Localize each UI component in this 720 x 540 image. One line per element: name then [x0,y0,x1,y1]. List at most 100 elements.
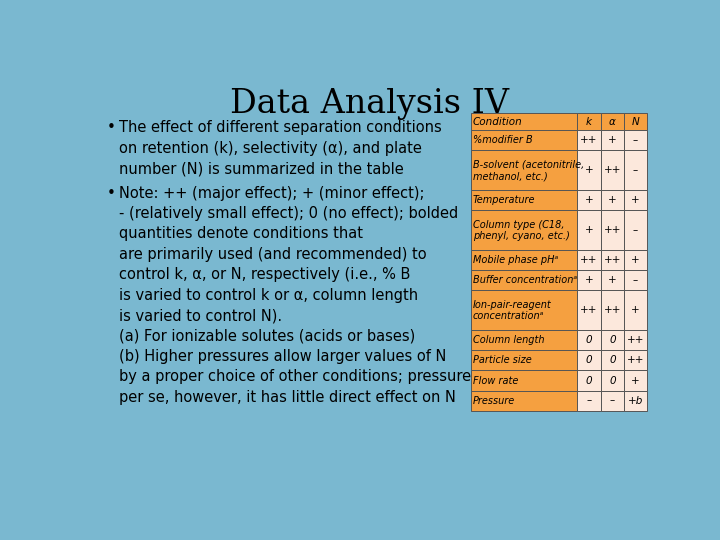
Bar [577,291,600,330]
Text: N: N [631,117,639,127]
Text: k: k [586,117,592,127]
Text: ++: ++ [580,135,598,145]
Bar [577,390,600,410]
Text: +: + [631,195,640,205]
Text: –: – [610,395,615,406]
Bar [624,113,647,130]
Text: –: – [633,275,638,286]
Text: +: + [585,275,593,286]
Bar [471,190,577,211]
Text: +: + [608,275,617,286]
Bar [624,251,647,271]
Text: Mobile phase pHᵃ: Mobile phase pHᵃ [473,255,558,265]
Text: 0: 0 [609,375,616,386]
Text: α: α [609,117,616,127]
Bar [600,330,624,350]
Bar [600,370,624,390]
Text: The effect of different separation conditions
on retention (k), selectivity (α),: The effect of different separation condi… [120,120,442,176]
Text: +: + [585,225,593,235]
Bar [471,330,577,350]
Bar [577,370,600,390]
Text: Ion-pair-reagent
concentrationᵃ: Ion-pair-reagent concentrationᵃ [473,300,552,321]
Text: +: + [585,195,593,205]
Text: Note: ++ (major effect); + (minor effect);
- (relatively small effect); 0 (no ef: Note: ++ (major effect); + (minor effect… [120,186,472,404]
Bar [600,251,624,271]
Text: +: + [631,375,640,386]
Text: +: + [631,255,640,265]
Bar [600,113,624,130]
Bar [624,210,647,251]
Text: ++: ++ [603,225,621,235]
Text: ++: ++ [627,355,644,366]
Text: +: + [585,165,593,176]
Bar [577,330,600,350]
Text: +b: +b [628,395,643,406]
Text: Condition: Condition [473,117,523,127]
Bar [600,291,624,330]
Bar [471,150,577,190]
Bar [577,190,600,211]
Text: Pressure: Pressure [473,395,515,406]
Text: ++: ++ [627,335,644,346]
Text: 0: 0 [586,355,593,366]
Bar [577,271,600,291]
Text: –: – [587,395,592,406]
Text: Column length: Column length [473,335,544,346]
Text: •: • [107,186,116,201]
Text: 0: 0 [586,375,593,386]
Bar [471,350,577,370]
Bar [577,130,600,150]
Bar [624,130,647,150]
Bar [600,190,624,211]
Text: ++: ++ [603,306,621,315]
Bar [624,390,647,410]
Text: –: – [633,135,638,145]
Text: Column type (C18,
phenyl, cyano, etc.): Column type (C18, phenyl, cyano, etc.) [473,220,570,241]
Bar [624,271,647,291]
Bar [624,291,647,330]
Bar [471,370,577,390]
Bar [471,130,577,150]
Bar [600,210,624,251]
Bar [471,251,577,271]
Bar [624,190,647,211]
Text: 0: 0 [609,335,616,346]
Bar [471,390,577,410]
Text: +: + [631,306,640,315]
Text: Temperature: Temperature [473,195,536,205]
Text: B-solvent (acetonitrile,
methanol, etc.): B-solvent (acetonitrile, methanol, etc.) [473,159,584,181]
Bar [600,390,624,410]
Bar [471,113,577,130]
Bar [624,150,647,190]
Text: ++: ++ [580,306,598,315]
Bar [624,330,647,350]
Bar [471,210,577,251]
Bar [577,350,600,370]
Text: Particle size: Particle size [473,355,531,366]
Text: –: – [633,225,638,235]
Text: Buffer concentrationᵃ: Buffer concentrationᵃ [473,275,577,286]
Bar [577,150,600,190]
Bar [577,210,600,251]
Bar [577,113,600,130]
Text: ++: ++ [580,255,598,265]
Text: Flow rate: Flow rate [473,375,518,386]
Text: %modifier B: %modifier B [473,135,533,145]
Bar [471,291,577,330]
Text: –: – [633,165,638,176]
Bar [600,271,624,291]
Text: •: • [107,120,116,135]
Text: ++: ++ [603,165,621,176]
Bar [624,370,647,390]
Text: 0: 0 [609,355,616,366]
Bar [624,350,647,370]
Text: ++: ++ [603,255,621,265]
Text: 0: 0 [586,335,593,346]
Text: Data Analysis IV: Data Analysis IV [230,88,508,120]
Bar [600,350,624,370]
Bar [471,271,577,291]
Text: +: + [608,195,617,205]
Bar [600,130,624,150]
Bar [577,251,600,271]
Bar [600,150,624,190]
